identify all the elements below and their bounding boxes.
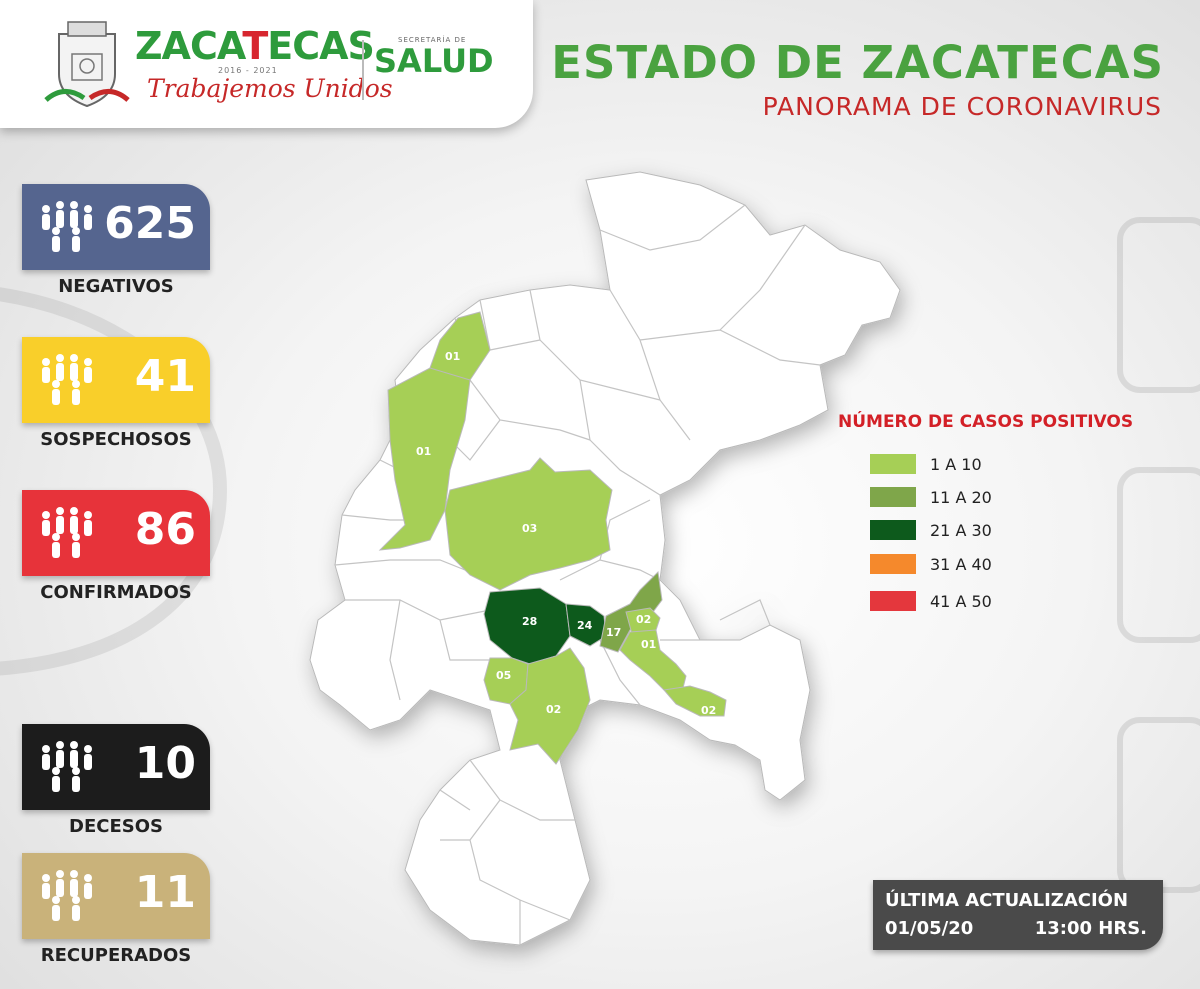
stat-label: SOSPECHOSOS bbox=[40, 429, 192, 450]
municipality-case-label: 01 bbox=[416, 445, 431, 458]
stat-recuperados: 11 RECUPERADOS bbox=[22, 853, 212, 966]
municipality-case-label: 03 bbox=[522, 522, 537, 535]
stat-box: 11 bbox=[22, 853, 210, 939]
stat-box: 10 bbox=[22, 724, 210, 810]
legend-swatch bbox=[870, 554, 916, 574]
state-outline bbox=[309, 171, 901, 946]
municipality-case-label: 02 bbox=[701, 704, 716, 717]
legend-item: 1 A 10 bbox=[870, 453, 982, 475]
stat-box: 86 bbox=[22, 490, 210, 576]
people-icon bbox=[42, 507, 92, 558]
stat-value: 86 bbox=[134, 504, 196, 555]
legend-label: 31 A 40 bbox=[930, 554, 992, 574]
legend-item: 31 A 40 bbox=[870, 553, 992, 575]
brand-years: 2016 - 2021 bbox=[218, 66, 278, 75]
people-icon bbox=[42, 201, 92, 252]
coat-of-arms-logo bbox=[44, 21, 130, 108]
people-icon bbox=[42, 741, 92, 792]
municipality-case-label: 05 bbox=[496, 669, 511, 682]
municipality-case-label: 02 bbox=[546, 703, 561, 716]
legend-item: 11 A 20 bbox=[870, 486, 992, 508]
stat-value: 11 bbox=[134, 867, 196, 918]
municipality-case-label: 17 bbox=[606, 626, 621, 639]
legend-item: 41 A 50 bbox=[870, 590, 992, 612]
brand-divider bbox=[362, 40, 364, 100]
stat-label: CONFIRMADOS bbox=[40, 582, 192, 603]
people-icon bbox=[42, 354, 92, 405]
header-card: ZACATECAS 2016 - 2021 Trabajemos Unidos … bbox=[0, 0, 533, 128]
municipality-shape bbox=[509, 647, 591, 765]
seal-watermark-left bbox=[0, 287, 228, 676]
stat-decesos: 10 DECESOS bbox=[22, 724, 212, 837]
legend-label: 1 A 10 bbox=[930, 454, 982, 474]
stat-label: DECESOS bbox=[69, 816, 163, 837]
municipality-case-label: 24 bbox=[577, 619, 593, 632]
stat-value: 41 bbox=[134, 351, 196, 402]
municipality-shape bbox=[444, 457, 613, 591]
stat-sospechosos: 41 SOSPECHOSOS bbox=[22, 337, 212, 450]
salud-logo-text: SALUD bbox=[374, 42, 494, 80]
municipality-shape bbox=[663, 685, 727, 717]
brand-motto: Trabajemos Unidos bbox=[147, 74, 393, 103]
stat-negativos: 625 NEGATIVOS bbox=[22, 184, 212, 297]
municipality-shape bbox=[378, 367, 471, 551]
legend-label: 41 A 50 bbox=[930, 591, 992, 611]
last-update-box: ÚLTIMA ACTUALIZACIÓN 01/05/20 13:00 HRS. bbox=[873, 880, 1163, 950]
update-time: 13:00 HRS. bbox=[1034, 918, 1147, 939]
stat-confirmados: 86 CONFIRMADOS bbox=[22, 490, 212, 603]
stat-value: 625 bbox=[104, 198, 196, 249]
stat-box: 625 bbox=[22, 184, 210, 270]
stat-box: 41 bbox=[22, 337, 210, 423]
municipality-case-label: 01 bbox=[641, 638, 656, 651]
legend-label: 11 A 20 bbox=[930, 487, 992, 507]
people-icon bbox=[42, 870, 92, 921]
update-date: 01/05/20 bbox=[885, 918, 974, 939]
municipality-case-label: 02 bbox=[636, 613, 651, 626]
page-title: ESTADO DE ZACATECAS bbox=[551, 36, 1164, 89]
legend-swatch bbox=[870, 487, 916, 507]
legend-swatch bbox=[870, 520, 916, 540]
secretaria-label: SECRETARÍA DE bbox=[398, 36, 467, 44]
legend-label: 21 A 30 bbox=[930, 520, 992, 540]
stat-value: 10 bbox=[134, 738, 196, 789]
page-subtitle: PANORAMA DE CORONAVIRUS bbox=[762, 92, 1162, 121]
legend-swatch bbox=[870, 591, 916, 611]
stat-label: RECUPERADOS bbox=[40, 945, 192, 966]
legend-swatch bbox=[870, 454, 916, 474]
legend-title: NÚMERO DE CASOS POSITIVOS bbox=[838, 412, 1134, 432]
legend-item: 21 A 30 bbox=[870, 519, 992, 541]
update-title: ÚLTIMA ACTUALIZACIÓN bbox=[885, 890, 1129, 911]
stat-label: NEGATIVOS bbox=[58, 276, 174, 297]
municipality-case-label: 28 bbox=[522, 615, 537, 628]
municipality-shape bbox=[625, 607, 661, 635]
municipality-case-label: 01 bbox=[445, 350, 460, 363]
brand-name: ZACATECAS bbox=[135, 24, 375, 68]
seal-watermark-right bbox=[1117, 217, 1200, 893]
